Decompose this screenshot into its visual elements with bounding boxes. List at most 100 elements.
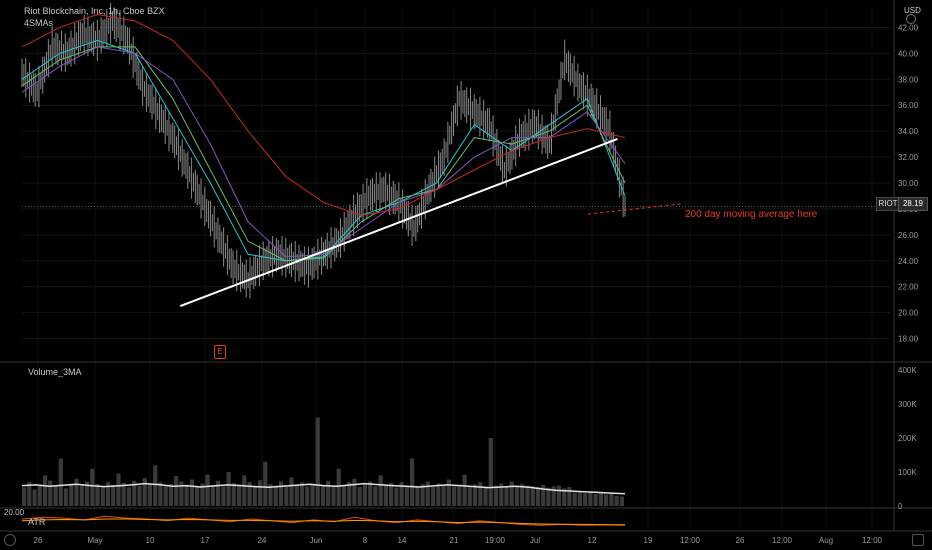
volume-bar [121,482,126,506]
indicator-legend-atr[interactable]: ATR [28,517,46,527]
y-tick-label: 42.00 [898,23,919,32]
x-tick-label: 26 [34,536,43,545]
volume-bar [153,465,158,506]
volume-tick-label: 300K [898,400,917,409]
volume-bar [383,484,388,506]
moving-average-line [21,39,626,262]
volume-bar [116,473,121,506]
volume-bar [331,486,336,506]
indicator-legend-4smas[interactable]: 4SMAs [24,18,54,28]
y-tick-label: 26.00 [898,231,919,240]
earnings-marker[interactable]: E [214,345,226,359]
price-pane [21,3,890,308]
indicator-legend-volume[interactable]: Volume_3MA [28,367,82,377]
auto-scale-icon[interactable] [912,534,924,546]
volume-bar [357,487,362,506]
volume-bar [472,484,478,506]
volume-bar [483,486,488,506]
volume-bar [541,484,546,506]
volume-bar [258,480,263,506]
volume-bar [294,484,299,506]
volume-bar [163,486,168,506]
x-tick-label: 26 [736,536,745,545]
symbol-tag: RIOT [876,197,900,211]
x-tick-label: 24 [258,536,267,545]
volume-bar [226,472,231,506]
volume-bar [105,482,111,506]
volume-bar [441,485,446,506]
atr-line [21,518,626,526]
volume-bar [394,487,399,506]
volume-bar [556,485,561,506]
volume-bar [168,484,173,506]
volume-bar [614,495,619,506]
volume-bar [420,484,425,506]
volume-bar [336,468,341,506]
volume-bar [263,461,268,506]
volume-bar [431,487,436,506]
volume-bar [147,483,152,506]
volume-bar [205,474,210,506]
volume-bar [200,483,205,506]
volume-bar [452,486,457,506]
volume-bar [598,492,603,506]
volume-bar [142,478,147,506]
volume-bar [74,478,79,506]
settings-icon[interactable] [906,14,916,24]
volume-bar [546,487,551,506]
x-tick-label: 19 [644,536,653,545]
volume-bar [32,489,37,506]
x-tick-label: 12:00 [772,536,793,545]
volume-bar [583,493,588,506]
y-tick-label: 18.00 [898,335,919,344]
x-tick-label: 14 [398,536,407,545]
volume-bar [299,482,305,506]
volume-bar [195,487,200,506]
volume-bar [126,487,132,506]
volume-bar [273,485,278,506]
last-price-tag: 28.19 [898,197,928,211]
atr-scale-label: 20.00 [4,508,25,517]
volume-bar [174,476,179,506]
volume-bar [58,458,63,506]
x-tick-label: Jun [310,536,323,545]
volume-bar [462,474,467,506]
volume-bar [278,481,284,506]
volume-bar [320,485,326,506]
y-tick-label: 22.00 [898,283,919,292]
volume-ma-line [21,482,626,495]
chart-title: Riot Blockchain, Inc, 1h, Cboe BZX [24,6,165,16]
volume-bar [69,483,74,506]
volume-bar [551,486,556,506]
zoom-icon[interactable] [4,534,16,546]
volume-pane [21,417,626,506]
y-tick-label: 30.00 [898,179,919,188]
volume-bar [399,482,404,506]
volume-bar [310,483,315,506]
volume-bar [410,458,415,506]
volume-bar [457,484,462,506]
volume-bar [79,485,84,506]
volume-bar [158,482,163,506]
volume-bar [315,417,320,506]
volume-bar [520,484,525,506]
volume-bar [242,475,247,506]
volume-bar [221,486,226,506]
volume-bar [467,487,472,506]
y-tick-label: 34.00 [898,127,919,136]
volume-bar [352,478,357,506]
volume-bar [43,475,48,506]
x-tick-label: 8 [363,536,368,545]
volume-bar [499,483,504,506]
volume-tick-label: 0 [898,502,903,511]
volume-bar [567,487,572,506]
volume-bar [53,486,58,506]
main-grid [22,8,890,528]
x-tick-label: 12:00 [862,536,883,545]
annotation-200-day-ma[interactable]: 200 day moving average here [685,209,818,220]
volume-bar [404,485,409,506]
volume-bar [231,482,236,506]
trendline [179,137,618,308]
volume-bar [577,491,582,506]
